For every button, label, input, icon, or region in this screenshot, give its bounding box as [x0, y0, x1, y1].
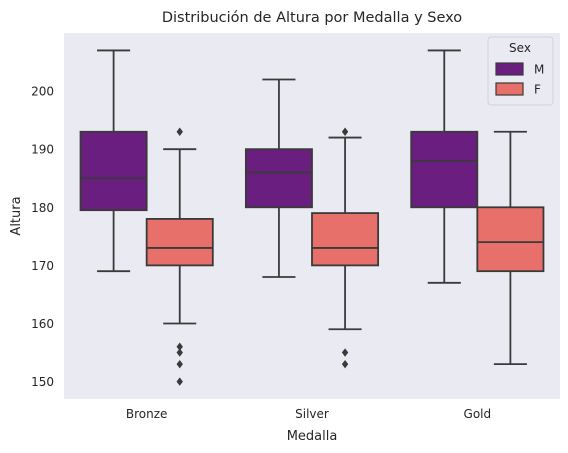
- iqr-box: [411, 132, 477, 208]
- x-tick-labels: Bronze Silver Gold: [126, 407, 491, 421]
- x-tick-label: Gold: [464, 407, 492, 421]
- x-axis-label: Medalla: [287, 429, 338, 444]
- legend-label-F: F: [534, 83, 541, 97]
- y-tick-label: 160: [31, 317, 54, 331]
- y-tick-labels: 150 160 170 180 190 200: [31, 85, 54, 389]
- iqr-box: [312, 213, 378, 265]
- legend-title: Sex: [509, 41, 531, 55]
- iqr-box: [477, 207, 543, 271]
- legend-swatch-F: [496, 83, 523, 95]
- legend: Sex MF: [488, 37, 553, 105]
- chart-title: Distribución de Altura por Medalla y Sex…: [162, 10, 462, 26]
- y-tick-label: 190: [31, 143, 54, 157]
- x-tick-label: Silver: [295, 407, 329, 421]
- iqr-box: [81, 132, 147, 210]
- legend-label-M: M: [534, 63, 544, 77]
- y-axis-label: Altura: [9, 196, 24, 235]
- iqr-box: [147, 219, 213, 265]
- y-tick-label: 180: [31, 201, 54, 215]
- y-tick-label: 200: [31, 85, 54, 99]
- iqr-box: [246, 149, 312, 207]
- x-tick-label: Bronze: [126, 407, 168, 421]
- y-tick-label: 170: [31, 259, 54, 273]
- legend-swatch-M: [496, 63, 523, 75]
- y-tick-label: 150: [31, 375, 54, 389]
